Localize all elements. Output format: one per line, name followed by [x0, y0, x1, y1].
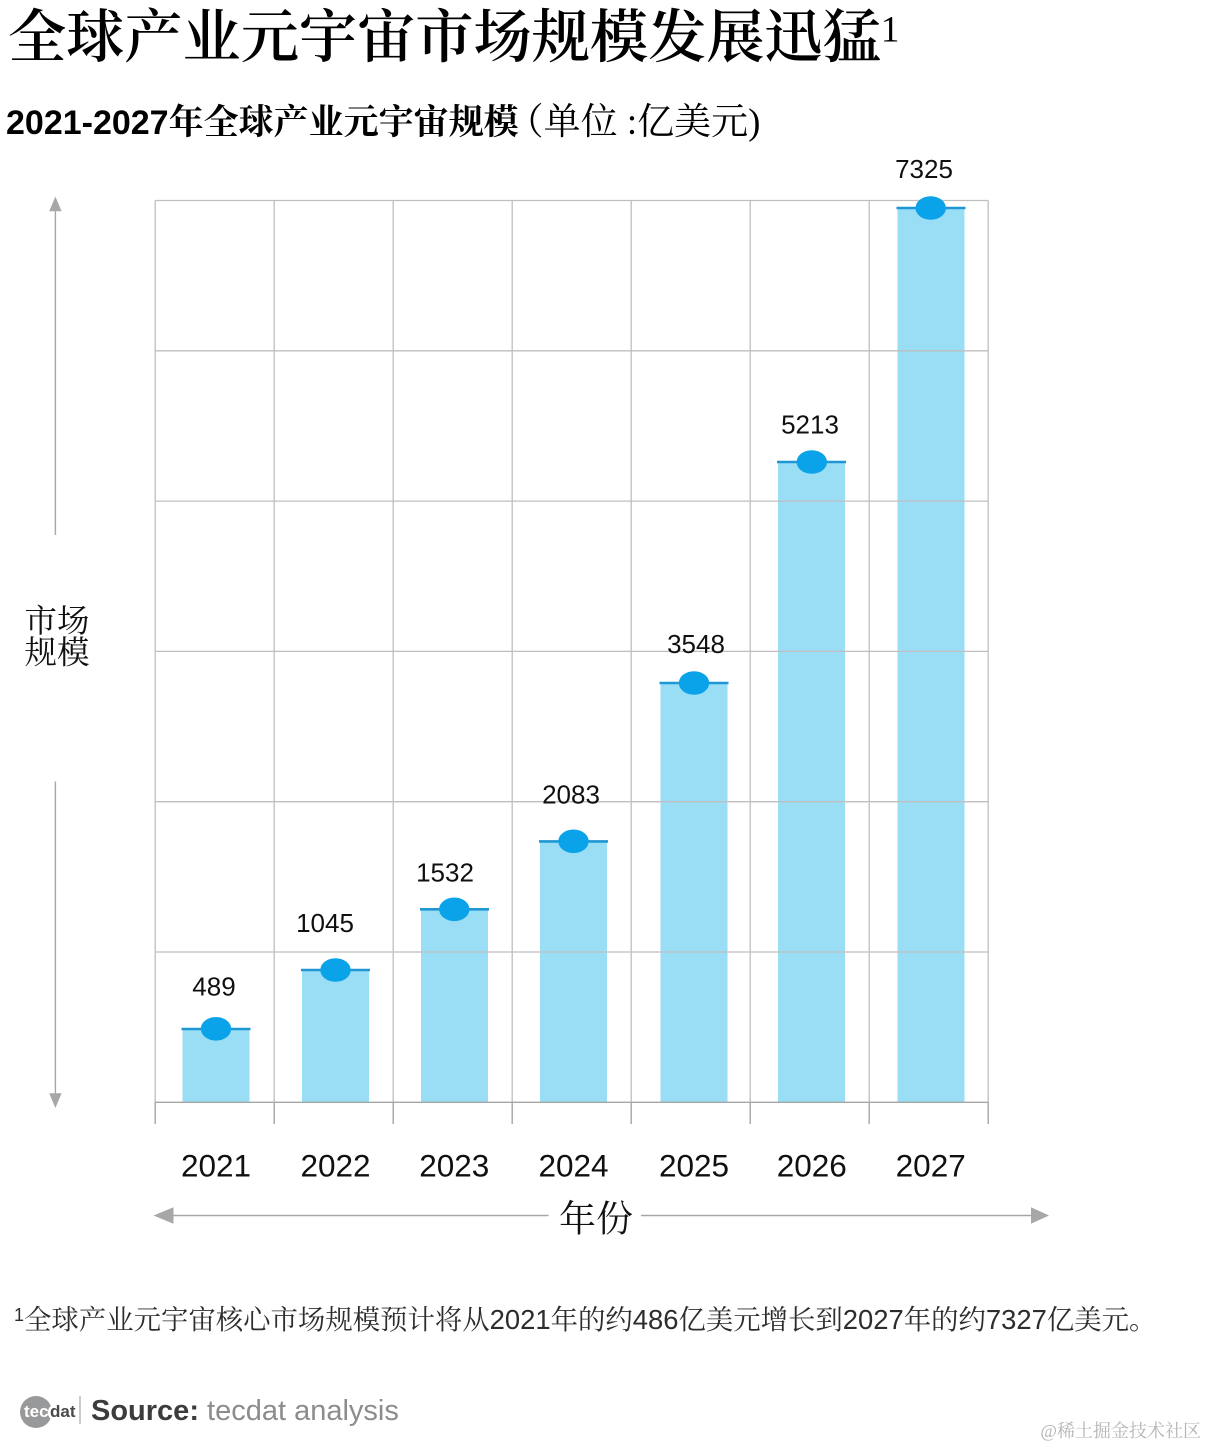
svg-text:2022: 2022 [300, 1148, 370, 1184]
svg-text:7325: 7325 [895, 154, 953, 184]
svg-text:3548: 3548 [667, 629, 725, 659]
svg-text:5213: 5213 [781, 409, 839, 439]
svg-text:489: 489 [192, 971, 235, 1001]
svg-text:年份: 年份 [559, 1199, 633, 1241]
svg-text:规模: 规模 [24, 635, 89, 672]
svg-text:2023: 2023 [419, 1148, 489, 1184]
svg-text:1045: 1045 [296, 908, 354, 938]
svg-text:2027: 2027 [896, 1148, 966, 1184]
svg-text:2025: 2025 [659, 1148, 729, 1184]
svg-text:1532: 1532 [416, 857, 474, 887]
svg-text:2026: 2026 [777, 1148, 847, 1184]
svg-text:2083: 2083 [542, 779, 600, 809]
svg-text:市场: 市场 [24, 603, 89, 640]
svg-text:2024: 2024 [538, 1148, 608, 1184]
svg-text:2021: 2021 [181, 1148, 251, 1184]
